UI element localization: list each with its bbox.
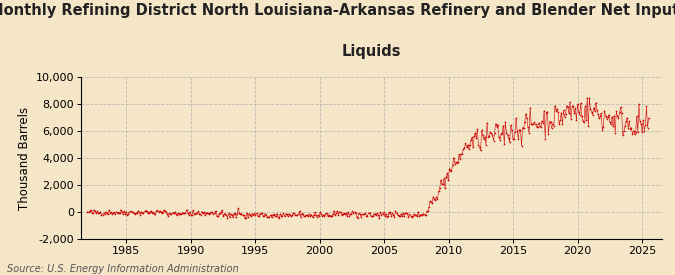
Y-axis label: Thousand Barrels: Thousand Barrels (18, 106, 32, 210)
Text: Liquids: Liquids (342, 44, 401, 59)
Text: Monthly Refining District North Louisiana-Arkansas Refinery and Blender Net Inpu: Monthly Refining District North Louisian… (0, 3, 675, 18)
Text: Source: U.S. Energy Information Administration: Source: U.S. Energy Information Administ… (7, 264, 238, 274)
